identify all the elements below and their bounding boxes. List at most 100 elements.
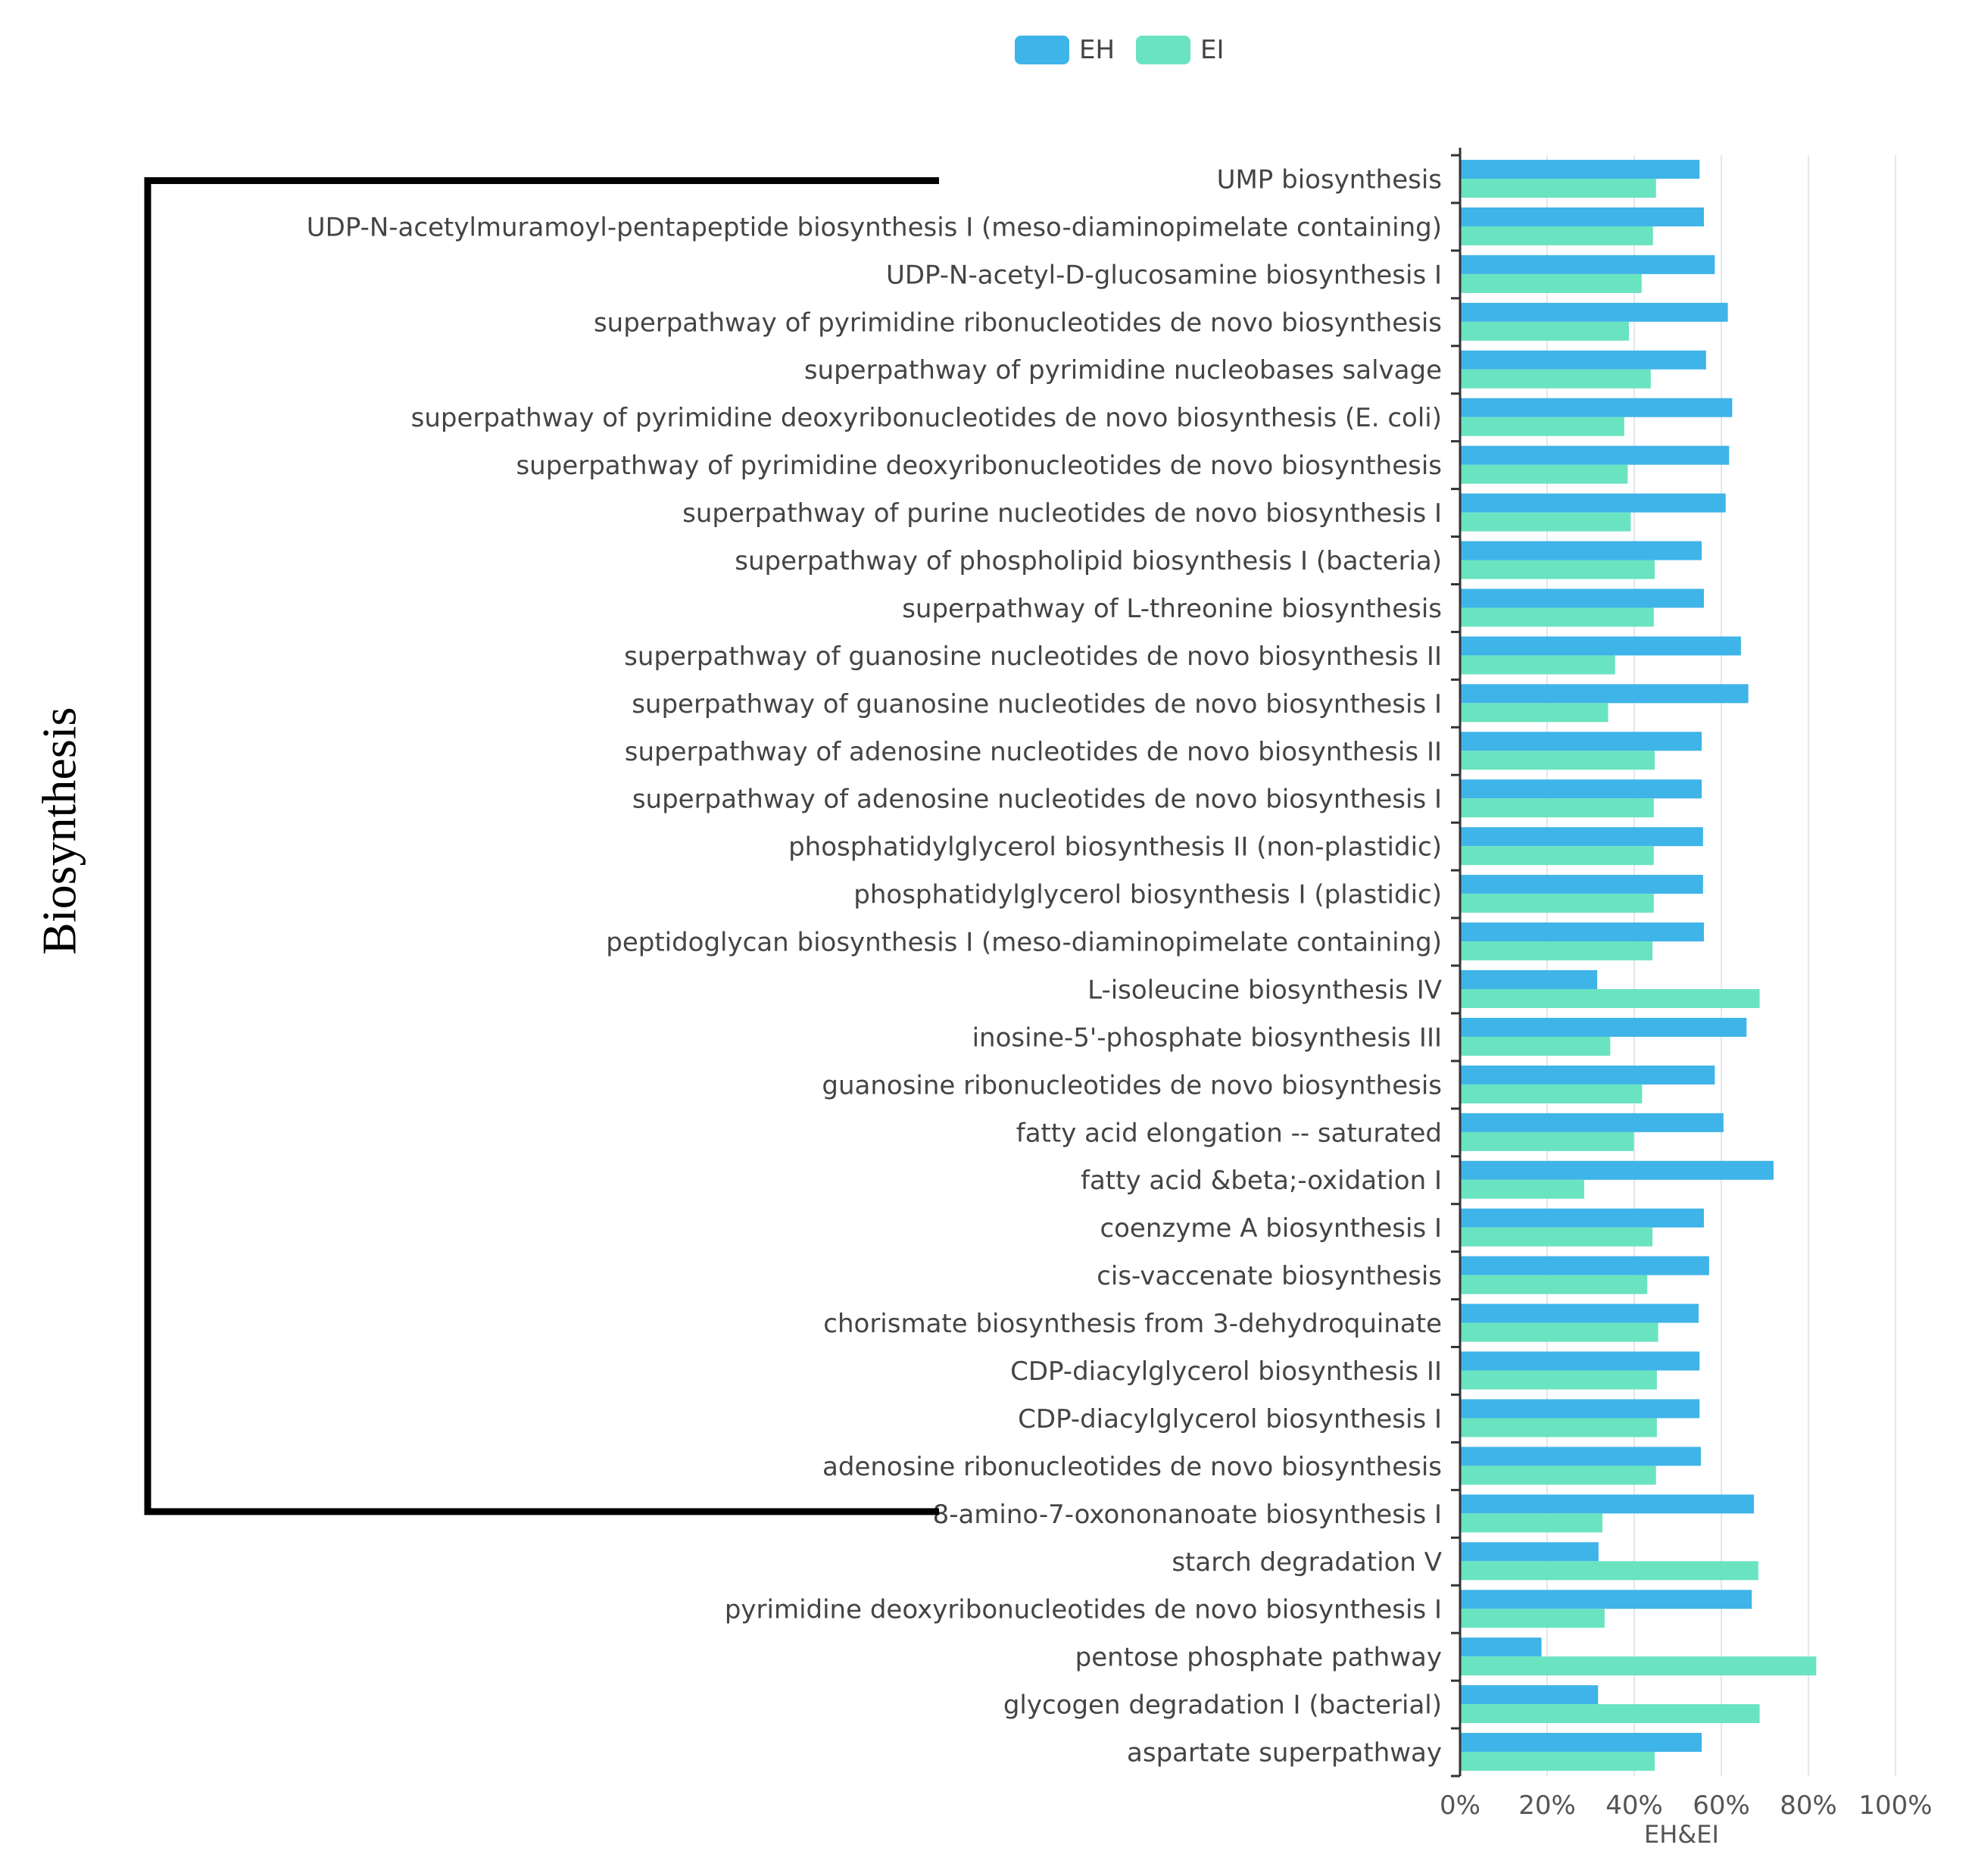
- bar-ei[interactable]: [1460, 1132, 1634, 1151]
- bar-ei[interactable]: [1460, 655, 1615, 675]
- bar-ei[interactable]: [1460, 1656, 1817, 1676]
- bar-ei[interactable]: [1460, 512, 1631, 532]
- bar-ei[interactable]: [1460, 369, 1651, 389]
- y-axis: [1451, 148, 1462, 1778]
- legend-swatch-ei[interactable]: [1136, 36, 1190, 64]
- bar-eh[interactable]: [1460, 1303, 1699, 1323]
- bar-ei[interactable]: [1460, 226, 1653, 245]
- bar-ei[interactable]: [1460, 1704, 1760, 1724]
- bar-eh[interactable]: [1460, 970, 1598, 989]
- bar-eh[interactable]: [1460, 1637, 1542, 1657]
- bar-ei[interactable]: [1460, 1179, 1584, 1199]
- x-tick-label: 100%: [1858, 1790, 1932, 1821]
- bar-eh[interactable]: [1460, 1733, 1702, 1753]
- bar-eh[interactable]: [1460, 541, 1702, 560]
- bar-ei[interactable]: [1460, 1561, 1758, 1581]
- x-tick-label: 40%: [1605, 1790, 1663, 1821]
- bar-ei[interactable]: [1460, 1466, 1656, 1485]
- category-label: phosphatidylglycerol biosynthesis I (pla…: [853, 880, 1442, 910]
- bar-eh[interactable]: [1460, 1542, 1599, 1562]
- bar-eh[interactable]: [1460, 1017, 1747, 1037]
- bar-eh[interactable]: [1460, 445, 1730, 465]
- bar-eh[interactable]: [1460, 493, 1726, 513]
- bar-ei[interactable]: [1460, 273, 1642, 293]
- bar-ei[interactable]: [1460, 846, 1654, 866]
- category-label: starch degradation V: [1172, 1547, 1442, 1578]
- bar-eh[interactable]: [1460, 1447, 1701, 1466]
- bar-ei[interactable]: [1460, 607, 1654, 627]
- bar-eh[interactable]: [1460, 1113, 1724, 1132]
- bar-ei[interactable]: [1460, 1275, 1648, 1294]
- bar-ei[interactable]: [1460, 1370, 1657, 1390]
- bar-ei[interactable]: [1460, 941, 1653, 961]
- category-label: superpathway of purine nucleotides de no…: [682, 498, 1442, 529]
- bar-ei[interactable]: [1460, 321, 1630, 341]
- bar-ei[interactable]: [1460, 1227, 1653, 1247]
- bar-ei[interactable]: [1460, 703, 1608, 723]
- category-label: pentose phosphate pathway: [1075, 1643, 1442, 1673]
- category-label: UDP-N-acetyl-D-glucosamine biosynthesis …: [886, 260, 1442, 290]
- bar-ei[interactable]: [1460, 1418, 1657, 1437]
- bar-ei[interactable]: [1460, 1036, 1611, 1056]
- category-label: superpathway of adenosine nucleotides de…: [625, 737, 1442, 767]
- category-label: UDP-N-acetylmuramoyl-pentapeptide biosyn…: [307, 212, 1442, 242]
- bar-eh[interactable]: [1460, 1065, 1715, 1085]
- bar-eh[interactable]: [1460, 1351, 1700, 1371]
- bar-eh[interactable]: [1460, 398, 1733, 417]
- bar-ei[interactable]: [1460, 1513, 1603, 1533]
- bar-ei[interactable]: [1460, 751, 1655, 770]
- bar-ei[interactable]: [1460, 464, 1628, 484]
- bar-ei[interactable]: [1460, 798, 1654, 818]
- bar-eh[interactable]: [1460, 1685, 1599, 1705]
- bar-ei[interactable]: [1460, 417, 1624, 436]
- category-label: superpathway of pyrimidine ribonucleotid…: [594, 307, 1442, 338]
- bar-eh[interactable]: [1460, 350, 1706, 370]
- bar-ei[interactable]: [1460, 1084, 1643, 1103]
- bar-eh[interactable]: [1460, 875, 1703, 894]
- biosynthesis-bracket: Biosynthesis: [33, 176, 939, 1515]
- legend[interactable]: EH EI: [1015, 35, 1225, 65]
- category-label: superpathway of pyrimidine nucleobases s…: [804, 355, 1442, 386]
- bar-eh[interactable]: [1460, 684, 1749, 704]
- x-tick-label: 20%: [1518, 1790, 1576, 1821]
- bar-eh[interactable]: [1460, 1399, 1700, 1419]
- bar-ei[interactable]: [1460, 1609, 1605, 1628]
- bar-eh[interactable]: [1460, 302, 1728, 322]
- bar-eh[interactable]: [1460, 1590, 1752, 1609]
- category-label: adenosine ribonucleotides de novo biosyn…: [822, 1452, 1442, 1482]
- x-tick-label: 80%: [1780, 1790, 1837, 1821]
- bar-ei[interactable]: [1460, 179, 1656, 198]
- legend-label-eh[interactable]: EH: [1079, 35, 1115, 65]
- bar-ei[interactable]: [1460, 894, 1654, 913]
- bar-eh[interactable]: [1460, 1208, 1704, 1228]
- category-label: coenzyme A biosynthesis I: [1100, 1213, 1442, 1244]
- category-label: peptidoglycan biosynthesis I (meso-diami…: [606, 928, 1442, 958]
- bar-ei[interactable]: [1460, 1322, 1658, 1342]
- category-label: CDP-diacylglycerol biosynthesis I: [1018, 1404, 1442, 1434]
- legend-swatch-eh[interactable]: [1015, 36, 1069, 64]
- bar-eh[interactable]: [1460, 827, 1703, 847]
- bar-eh[interactable]: [1460, 207, 1704, 226]
- bar-eh[interactable]: [1460, 732, 1702, 751]
- x-tick-labels: 0% 20% 40% 60% 80% 100%: [1440, 1790, 1933, 1821]
- bar-ei[interactable]: [1460, 560, 1655, 579]
- category-label: fatty acid &beta;-oxidation I: [1081, 1166, 1442, 1196]
- bar-ei[interactable]: [1460, 989, 1760, 1008]
- bar-eh[interactable]: [1460, 1494, 1755, 1514]
- bar-ei[interactable]: [1460, 1752, 1655, 1771]
- bar-eh[interactable]: [1460, 779, 1702, 799]
- bar-eh[interactable]: [1460, 922, 1704, 942]
- bar-eh[interactable]: [1460, 160, 1700, 179]
- bar-eh[interactable]: [1460, 254, 1715, 274]
- x-tick-label: 60%: [1693, 1790, 1750, 1821]
- bar-eh[interactable]: [1460, 1256, 1709, 1275]
- category-label: L-isoleucine biosynthesis IV: [1087, 975, 1442, 1005]
- category-label: superpathway of L-threonine biosynthesis: [902, 594, 1442, 624]
- legend-label-ei[interactable]: EI: [1200, 35, 1225, 65]
- bar-eh[interactable]: [1460, 588, 1704, 608]
- bar-eh[interactable]: [1460, 636, 1741, 656]
- bar-eh[interactable]: [1460, 1160, 1774, 1180]
- category-label: cis-vaccenate biosynthesis: [1097, 1261, 1442, 1291]
- bracket-line: [144, 176, 939, 1515]
